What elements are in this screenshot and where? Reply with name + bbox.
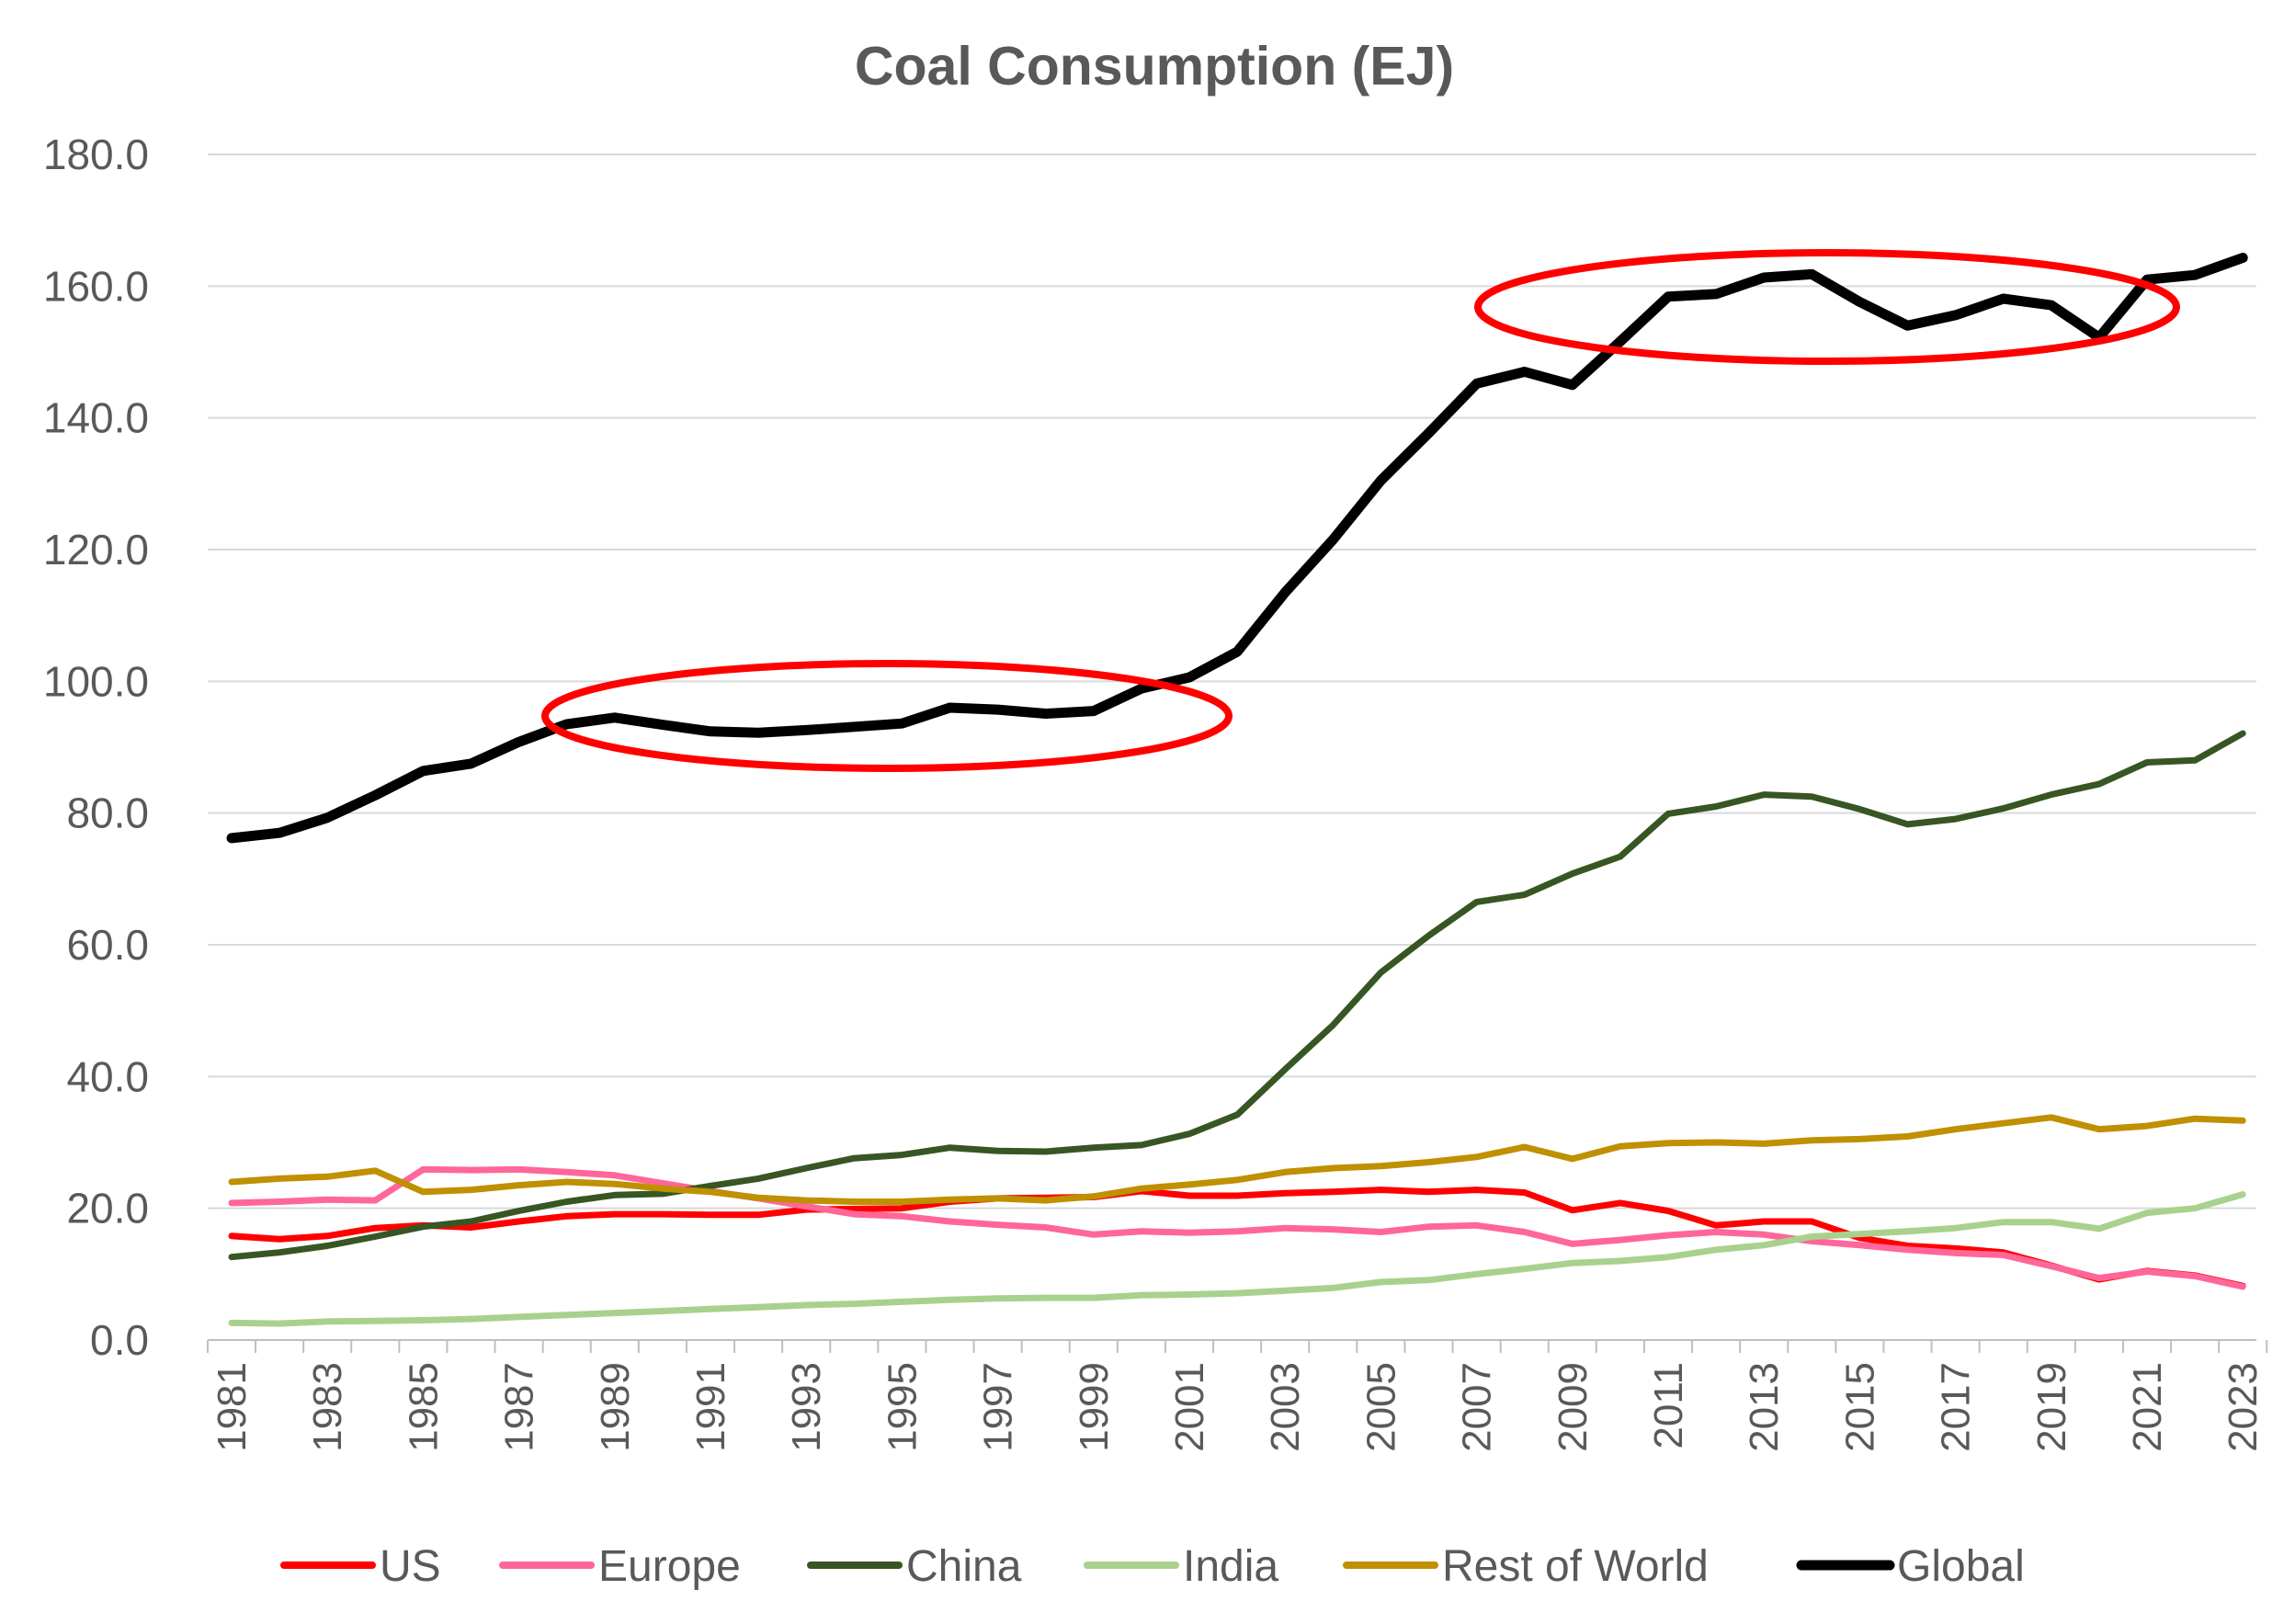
y-tick-label: 160.0 bbox=[43, 262, 149, 310]
x-tick-label: 2021 bbox=[2125, 1362, 2170, 1452]
legend-label-china: China bbox=[906, 1542, 1022, 1591]
x-tick-label: 2005 bbox=[1358, 1362, 1403, 1452]
y-tick-label: 40.0 bbox=[66, 1052, 149, 1100]
x-tick-label: 1995 bbox=[880, 1362, 925, 1452]
legend-label-global: Global bbox=[1897, 1542, 2025, 1591]
legend-label-rest-of-world: Rest of World bbox=[1442, 1542, 1709, 1591]
y-tick-label: 120.0 bbox=[43, 526, 149, 574]
series-line-europe bbox=[228, 1165, 2246, 1290]
chart-title: Coal Consumption (EJ) bbox=[855, 36, 1454, 97]
y-tick-label: 0.0 bbox=[90, 1316, 149, 1364]
series-lines bbox=[226, 253, 2248, 1327]
y-axis-ticks: 0.0 20.0 40.0 60.0 80.0 100.0 120.0 140.0 160.0 1… bbox=[43, 131, 149, 1364]
series-line-china bbox=[228, 730, 2246, 1261]
legend-label-india: India bbox=[1183, 1542, 1278, 1591]
x-tick-label: 2001 bbox=[1167, 1362, 1212, 1452]
x-tick-label: 1983 bbox=[305, 1362, 350, 1452]
annotations bbox=[541, 249, 2180, 772]
x-tick-label: 1999 bbox=[1072, 1362, 1117, 1452]
x-tick-label: 1985 bbox=[401, 1362, 446, 1452]
legend-label-europe: Europe bbox=[598, 1542, 741, 1591]
x-tick-label: 1991 bbox=[688, 1362, 733, 1452]
x-tick-label: 1997 bbox=[976, 1362, 1021, 1452]
x-tick-label: 1993 bbox=[784, 1362, 829, 1452]
y-tick-label: 80.0 bbox=[66, 789, 149, 837]
x-tick-label: 2015 bbox=[1837, 1362, 1882, 1452]
x-tick-label: 2009 bbox=[1551, 1362, 1596, 1452]
highlight-ellipse-2010-2020 bbox=[1474, 249, 2180, 365]
y-tick-label: 140.0 bbox=[43, 394, 149, 442]
y-tick-label: 20.0 bbox=[66, 1185, 149, 1232]
x-axis bbox=[206, 1339, 2268, 1353]
series-line-rest-of-world bbox=[228, 1114, 2246, 1205]
y-tick-label: 180.0 bbox=[43, 131, 149, 178]
highlight-ellipse-1989-1999 bbox=[541, 660, 1233, 772]
x-tick-label: 2017 bbox=[1934, 1362, 1979, 1452]
x-tick-label: 2011 bbox=[1646, 1362, 1691, 1449]
legend: US Europe China India Rest of World Global bbox=[280, 1542, 2025, 1591]
x-tick-label: 2023 bbox=[2221, 1362, 2266, 1452]
x-tick-label: 1989 bbox=[593, 1362, 638, 1452]
gridlines bbox=[208, 153, 2256, 1209]
x-tick-label: 2007 bbox=[1455, 1362, 1500, 1452]
x-tick-label: 1981 bbox=[210, 1362, 255, 1452]
y-tick-label: 100.0 bbox=[43, 657, 149, 705]
series-line-global bbox=[226, 253, 2248, 844]
x-tick-label: 2003 bbox=[1263, 1362, 1308, 1452]
x-axis-ticks: 1981 1983 1985 1987 1989 1991 1993 1995 1997 1999… bbox=[210, 1362, 2266, 1452]
x-tick-label: 1987 bbox=[497, 1362, 542, 1452]
x-tick-label: 2019 bbox=[2029, 1362, 2074, 1452]
x-tick-label: 2013 bbox=[1742, 1362, 1787, 1452]
series-line-india bbox=[228, 1191, 2246, 1327]
series-line-us bbox=[228, 1187, 2246, 1289]
y-tick-label: 60.0 bbox=[66, 921, 149, 969]
legend-label-us: US bbox=[380, 1542, 441, 1591]
